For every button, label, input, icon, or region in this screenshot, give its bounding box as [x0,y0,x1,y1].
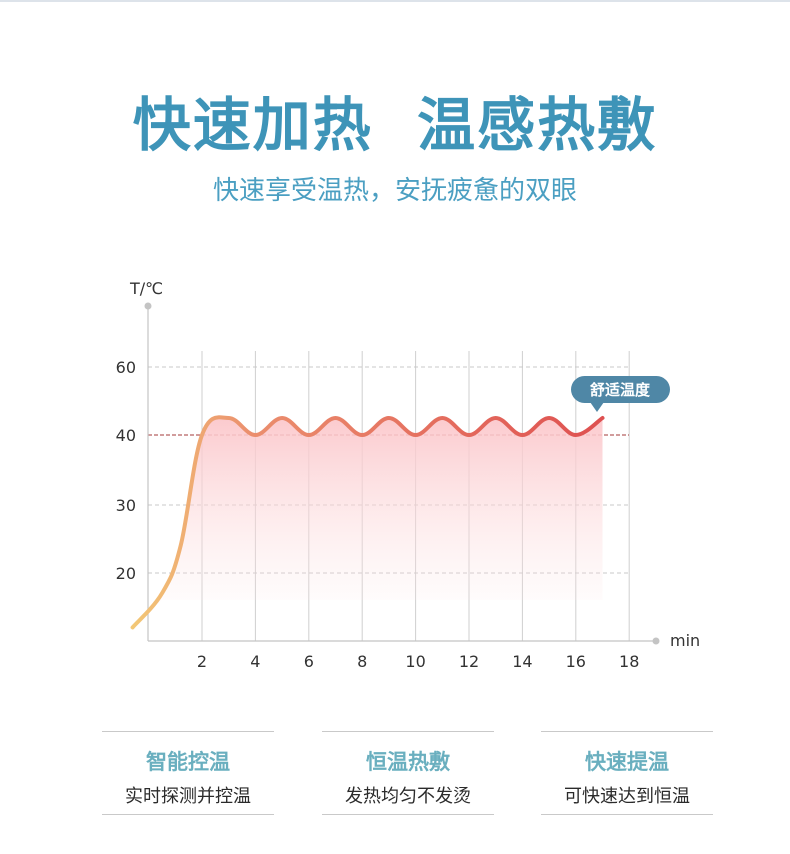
page-title: 快速加热 温感热敷 [132,91,658,159]
feature-desc: 实时探测并控温 [125,786,251,807]
x-tick-label: 4 [250,652,260,671]
x-tick-label: 8 [357,652,367,671]
feature-title: 快速提温 [585,750,669,774]
x-axis-end-dot [652,637,660,645]
y-tick-label: 30 [116,496,136,515]
x-tick-label: 18 [619,652,639,671]
y-axis-label: T/℃ [129,279,163,298]
y-tick-label: 60 [116,358,136,377]
y-tick-label: 20 [116,564,136,583]
temperature-curve [130,415,605,630]
x-tick-label: 2 [197,652,207,671]
y-axis-end-dot [144,302,152,310]
page-subtitle: 快速享受温热，安抚疲惫的双眼 [212,176,577,206]
x-tick-label: 14 [512,652,532,671]
temperature-chart: 2 4 6 8 10 12 14 16 18 20 30 40 60 T/℃ min 舒适温度 [116,279,701,671]
feature-title: 恒温热敷 [366,750,450,774]
annotation-label: 舒适温度 [590,381,651,399]
y-tick-label: 40 [116,426,136,445]
top-divider [0,0,790,2]
feature-smart-control: 智能控温 实时探测并控温 [102,731,274,815]
x-axis-label: min [670,631,700,650]
feature-desc: 可快速达到恒温 [564,786,690,807]
x-tick-label: 10 [405,652,425,671]
x-tick-label: 12 [459,652,479,671]
x-tick-label: 6 [304,652,314,671]
x-tick-label: 16 [566,652,586,671]
heat-area [132,417,603,628]
annotation-bubble: 舒适温度 [571,376,670,412]
feature-desc: 发热均匀不发烫 [345,786,471,807]
feature-title: 智能控温 [146,750,230,774]
feature-fast-heat: 快速提温 可快速达到恒温 [541,731,713,815]
feature-constant-heat: 恒温热敷 发热均匀不发烫 [322,731,494,815]
